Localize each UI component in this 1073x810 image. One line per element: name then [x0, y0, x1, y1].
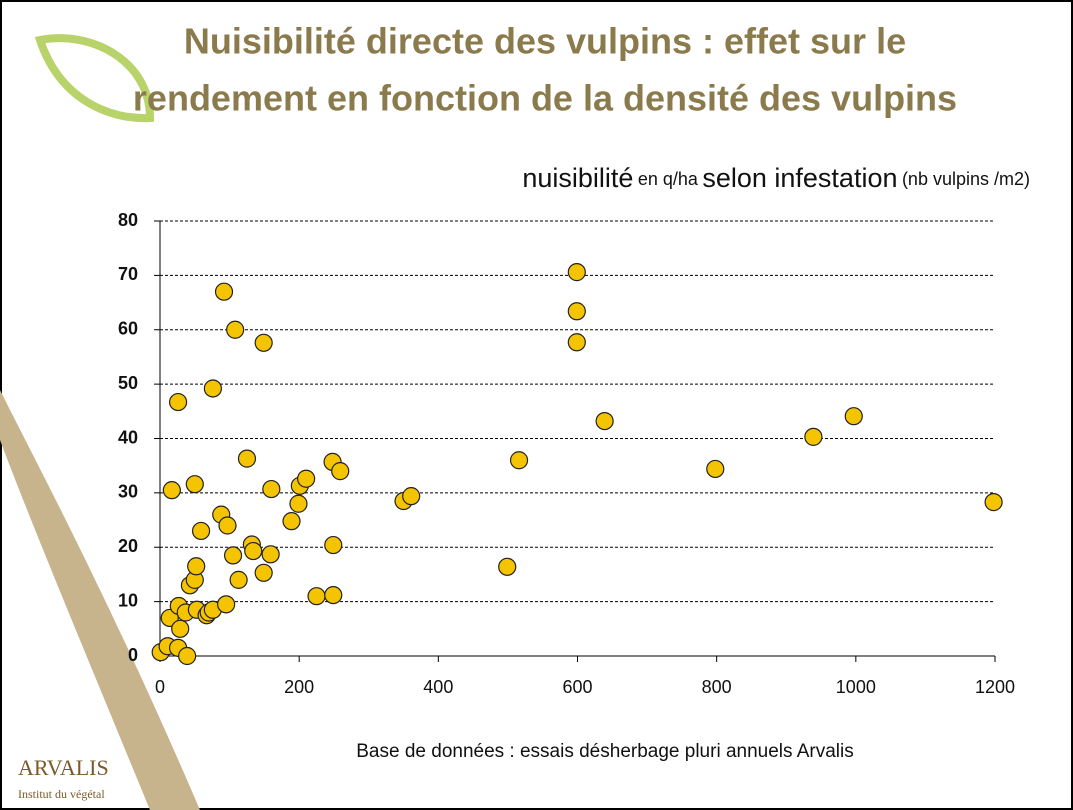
y-tick-label: 30 [118, 482, 138, 502]
logo-tagline: Institut du végétal [18, 787, 105, 801]
chart-title-part: (nb vulpins /m2) [902, 169, 1030, 189]
point [325, 587, 342, 604]
point [568, 264, 585, 281]
point [325, 537, 342, 554]
x-tick-label: 1200 [975, 677, 1015, 697]
y-tick-label: 70 [118, 264, 138, 284]
point [290, 495, 307, 512]
x-tick-label: 400 [423, 677, 453, 697]
point [163, 482, 180, 499]
y-tick-label: 0 [128, 645, 138, 665]
point [188, 558, 205, 575]
point [263, 481, 280, 498]
point [596, 413, 613, 430]
title-line: rendement en fonction de la densité des … [133, 78, 957, 119]
x-tick-label: 600 [562, 677, 592, 697]
point [985, 494, 1002, 511]
point [298, 470, 315, 487]
chart-title-part: en q/ha [638, 169, 699, 189]
point [805, 428, 822, 445]
point [193, 522, 210, 539]
chart-title-part: nuisibilité [522, 163, 633, 193]
point [511, 452, 528, 469]
y-tick-label: 40 [118, 427, 138, 447]
slide: Nuisibilité directe des vulpins : effet … [0, 0, 1073, 810]
point [172, 620, 189, 637]
x-tick-label: 1000 [836, 677, 876, 697]
y-tick-label: 10 [118, 590, 138, 610]
point [568, 334, 585, 351]
point [568, 303, 585, 320]
point [186, 476, 203, 493]
y-tick-label: 60 [118, 319, 138, 339]
point [170, 394, 187, 411]
point [245, 543, 262, 560]
point [216, 283, 233, 300]
title-line: Nuisibilité directe des vulpins : effet … [184, 21, 906, 62]
point [204, 380, 221, 397]
point [332, 463, 349, 480]
logo-name: ARVALIS [18, 755, 109, 780]
point [238, 450, 255, 467]
x-tick-label: 200 [284, 677, 314, 697]
point [230, 571, 247, 588]
point [219, 517, 236, 534]
y-tick-label: 20 [118, 536, 138, 556]
point [308, 588, 325, 605]
point [707, 460, 724, 477]
point [227, 321, 244, 338]
y-tick-label: 80 [118, 210, 138, 230]
y-tick-label: 50 [118, 373, 138, 393]
annotation: Base de données : essais désherbage plur… [356, 741, 854, 762]
point [499, 558, 516, 575]
point [845, 408, 862, 425]
chart-title-part: selon infestation [702, 163, 897, 193]
point [225, 547, 242, 564]
point [262, 546, 279, 563]
point [255, 564, 272, 581]
x-tick-label: 800 [702, 677, 732, 697]
point [255, 334, 272, 351]
point [403, 488, 420, 505]
chart: Nuisibilité directe des vulpins : effet … [0, 0, 1073, 810]
point [179, 648, 196, 665]
x-tick-label: 0 [155, 677, 165, 697]
point [218, 596, 235, 613]
point [283, 513, 300, 530]
